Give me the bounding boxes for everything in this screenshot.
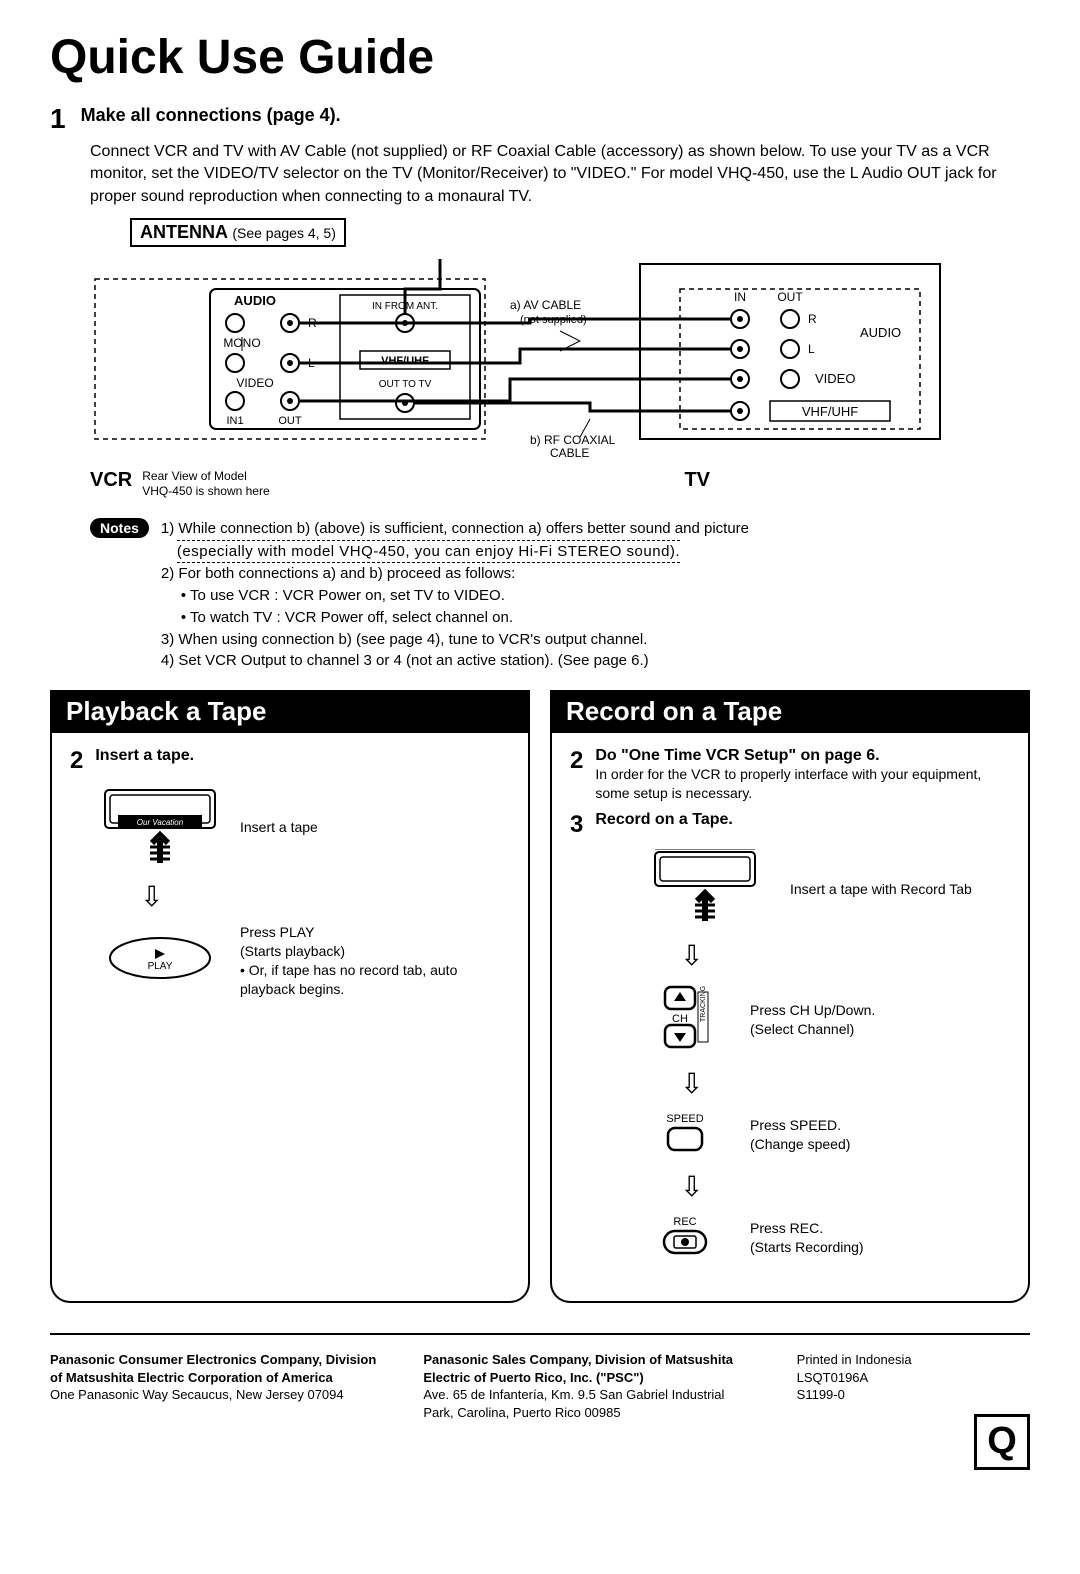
- footer: Panasonic Consumer Electronics Company, …: [50, 1333, 1030, 1470]
- tv-audio-text: AUDIO: [860, 325, 901, 340]
- record-panel: Record on a Tape 2 Do "One Time VCR Setu…: [550, 690, 1030, 1303]
- vcr-in1-text: IN1: [226, 415, 243, 427]
- speed-button-icon: SPEED: [650, 1110, 720, 1160]
- svg-text:PLAY: PLAY: [148, 961, 173, 972]
- ch-updown-icon: CH TRACKING: [650, 982, 720, 1057]
- tape-insert-icon: Our Vacation: [100, 785, 220, 870]
- tv-vhfuhf-text: VHF/UHF: [802, 404, 858, 419]
- svg-text:TRACKING: TRACKING: [700, 986, 707, 1022]
- play-txt3: • Or, if tape has no record tab, auto pl…: [240, 962, 457, 997]
- ch-txt1: Press CH Up/Down.: [750, 1002, 875, 1018]
- arrow-down-icon: ⇩: [140, 880, 510, 913]
- play-text: Press PLAY (Starts playback) • Or, if ta…: [240, 923, 510, 999]
- vcr-desc1: Rear View of Model: [142, 469, 247, 483]
- antenna-sub: (See pages 4, 5): [232, 225, 336, 241]
- cable-a-sub-text: (not supplied): [520, 314, 587, 326]
- footer-c1a: Panasonic Consumer Electronics Company, …: [50, 1352, 376, 1385]
- footer-c3b: LSQT0196A: [797, 1370, 869, 1385]
- cable-b-text: b) RF COAXIAL: [530, 433, 616, 447]
- footer-c1b: One Panasonic Way Secaucus, New Jersey 0…: [50, 1387, 344, 1402]
- footer-c3c: S1199-0: [797, 1387, 845, 1402]
- note-1b: (especially with model VHQ-450, you can …: [177, 540, 680, 564]
- cable-a-text: a) AV CABLE: [510, 298, 581, 312]
- arrow-down2-icon: ⇩: [680, 939, 1010, 972]
- rec-txt2: (Starts Recording): [750, 1239, 864, 1255]
- rec-txt1: Press REC.: [750, 1220, 823, 1236]
- svg-text:Our Vacation: Our Vacation: [137, 818, 184, 827]
- step1-number: 1: [50, 105, 66, 133]
- tv-label: TV: [684, 469, 710, 498]
- note-2a: • To use VCR : VCR Power on, set TV to V…: [181, 585, 749, 607]
- vcr-video-text: VIDEO: [236, 376, 273, 390]
- svg-text:SPEED: SPEED: [666, 1113, 703, 1125]
- cable-b-sub-text: CABLE: [550, 446, 589, 459]
- playback-step2-head: Insert a tape.: [95, 747, 194, 765]
- playback-title: Playback a Tape: [52, 690, 528, 733]
- play-txt2: (Starts playback): [240, 943, 345, 959]
- tape-insert2-icon: [650, 849, 760, 929]
- q-logo: Q: [974, 1414, 1030, 1470]
- vhfuhf-text: VHF/UHF: [381, 355, 429, 367]
- vcr-out-text: OUT: [278, 415, 302, 427]
- note-2: 2) For both connections a) and b) procee…: [161, 563, 749, 585]
- connection-diagram: AUDIO R MONO L VIDEO IN1 OUT IN FROM ANT…: [90, 259, 990, 459]
- arrow-down3-icon: ⇩: [680, 1067, 1010, 1100]
- rec-text: Press REC. (Starts Recording): [750, 1219, 864, 1257]
- step1-body: Connect VCR and TV with AV Cable (not su…: [90, 141, 1030, 208]
- rec-button-icon: REC: [650, 1213, 720, 1263]
- step1-heading: Make all connections (page 4).: [81, 105, 341, 126]
- vcr-desc2: VHQ-450 is shown here: [142, 484, 269, 498]
- playback-panel: Playback a Tape 2 Insert a tape. Our Vac…: [50, 690, 530, 1303]
- page-title: Quick Use Guide: [50, 30, 1030, 85]
- tv-in-text: IN: [734, 290, 746, 304]
- notes-list: 1) While connection b) (above) is suffic…: [161, 518, 749, 672]
- record-step3-head: Record on a Tape.: [595, 811, 733, 829]
- note-4: 4) Set VCR Output to channel 3 or 4 (not…: [161, 650, 749, 672]
- tv-r-text: R: [808, 312, 817, 326]
- antenna-label: ANTENNA: [140, 222, 227, 242]
- svg-text:REC: REC: [673, 1216, 696, 1228]
- tv-l-text: L: [808, 342, 815, 356]
- note-2b: • To watch TV : VCR Power off, select ch…: [181, 607, 749, 629]
- outtotv-text: OUT TO TV: [379, 379, 432, 390]
- play-button-icon: PLAY: [100, 933, 220, 988]
- footer-c3a: Printed in Indonesia: [797, 1352, 912, 1367]
- record-title: Record on a Tape: [552, 690, 1028, 733]
- footer-c2a: Panasonic Sales Company, Division of Mat…: [423, 1352, 733, 1385]
- record-insert-text: Insert a tape with Record Tab: [790, 880, 972, 899]
- record-step2-head: Do "One Time VCR Setup" on page 6.: [595, 747, 879, 764]
- svg-text:CH: CH: [672, 1013, 688, 1025]
- footer-c2b: Ave. 65 de Infantería, Km. 9.5 San Gabri…: [423, 1387, 724, 1420]
- ch-txt2: (Select Channel): [750, 1021, 854, 1037]
- speed-txt1: Press SPEED.: [750, 1117, 841, 1133]
- record-step2-desc: In order for the VCR to properly interfa…: [595, 766, 981, 801]
- note-3: 3) When using connection b) (see page 4)…: [161, 629, 749, 651]
- record-step3-num: 3: [570, 811, 583, 839]
- speed-txt2: (Change speed): [750, 1136, 850, 1152]
- arrow-down4-icon: ⇩: [680, 1170, 1010, 1203]
- note-1: 1) While connection b) (above) is suffic…: [161, 518, 749, 540]
- speed-text: Press SPEED. (Change speed): [750, 1116, 850, 1154]
- antenna-box: ANTENNA (See pages 4, 5): [130, 218, 346, 247]
- playback-step2-num: 2: [70, 747, 83, 775]
- play-txt1: Press PLAY: [240, 924, 314, 940]
- notes-badge: Notes: [90, 518, 149, 538]
- insert-tape-text: Insert a tape: [240, 818, 318, 837]
- tv-video-text: VIDEO: [815, 371, 855, 386]
- ch-text: Press CH Up/Down. (Select Channel): [750, 1001, 875, 1039]
- vcr-audio-text: AUDIO: [234, 293, 276, 308]
- record-step2-num: 2: [570, 747, 583, 775]
- tv-out-text: OUT: [777, 290, 803, 304]
- vcr-label: VCR: [90, 469, 132, 492]
- diagram-labels: VCR Rear View of Model VHQ-450 is shown …: [90, 469, 990, 498]
